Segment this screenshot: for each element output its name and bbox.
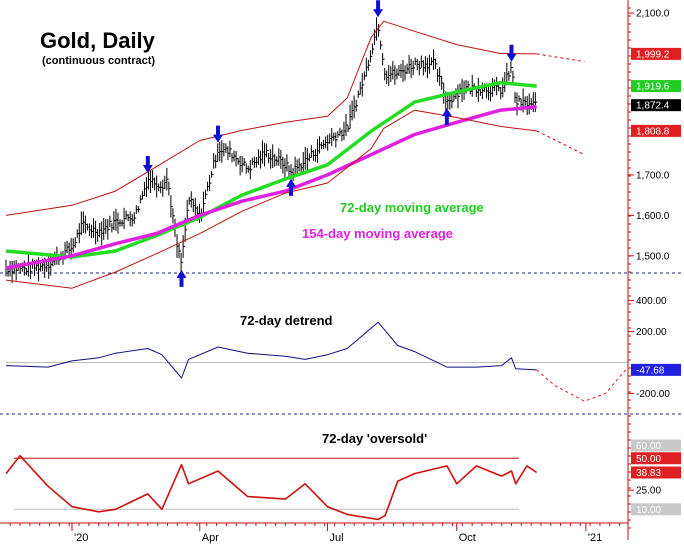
x-tick-label: '21: [588, 532, 602, 544]
x-tick-label: Jul: [330, 532, 344, 544]
value-badge-label: -47.68: [636, 365, 665, 376]
y-tick-label: -200.00: [636, 389, 670, 400]
arrow-up-marker: [176, 269, 187, 287]
lower-band-line: [5, 109, 537, 289]
y-tick-label: 25.00: [636, 486, 661, 497]
chart-subtitle: (continuous contract): [42, 55, 155, 67]
value-badge-label: 50.00: [636, 454, 661, 465]
value-badge: [631, 439, 681, 452]
arrow-down-marker: [373, 0, 384, 18]
ma-72-line: [5, 80, 537, 259]
value-badge: [631, 363, 681, 376]
upper-band-line: [5, 20, 537, 216]
lower-band-projection-line: [536, 130, 585, 156]
x-tick-label: Apr: [202, 532, 219, 544]
arrow-up-marker: [441, 108, 452, 126]
value-badge: [631, 80, 681, 93]
value-badge-label: 1,872.4: [636, 101, 670, 112]
value-badge: [631, 47, 681, 60]
annotation-154-day: 154-day moving average: [302, 226, 453, 241]
arrow-up-marker: [286, 178, 297, 196]
value-badge-label: 38.83: [636, 468, 661, 479]
annotation-72-day: 72-day moving average: [340, 200, 484, 215]
y-tick-label: 2,100.0: [636, 9, 670, 20]
x-tick-label: '20: [74, 532, 88, 544]
x-tick-label: Oct: [459, 532, 476, 544]
y-tick-label: 400.00: [636, 296, 667, 307]
value-badge: [631, 99, 681, 112]
arrow-down-marker: [142, 155, 153, 173]
y-tick-label: 1,700.0: [636, 170, 670, 181]
value-badge-label: 1,919.6: [636, 82, 670, 93]
detrend-projection-line: [536, 366, 629, 402]
value-badge-label: 1,999.2: [636, 49, 670, 60]
detrend-title: 72-day detrend: [240, 313, 333, 328]
y-tick-label: 1,600.0: [636, 211, 670, 222]
chart-title: Gold, Daily: [40, 28, 156, 53]
value-badge-label: 1,808.8: [636, 126, 670, 137]
value-badge-label: 10.00: [636, 505, 661, 516]
value-badge: [631, 124, 681, 137]
arrow-down-marker: [506, 44, 517, 62]
y-tick-label: 1,500.0: [636, 251, 670, 262]
value-badge: [631, 503, 681, 516]
upper-band-projection-line: [536, 53, 585, 63]
value-badge-label: 60.00: [636, 441, 661, 452]
oversold-title: 72-day 'oversold': [322, 431, 427, 446]
ma-154-line: [5, 105, 537, 270]
detrend-line: [5, 321, 537, 379]
oversold-line: [5, 454, 538, 521]
y-tick-label: 200.00: [636, 327, 667, 338]
arrow-down-marker: [213, 125, 224, 143]
value-badge: [631, 466, 681, 479]
value-badge: [631, 452, 681, 465]
